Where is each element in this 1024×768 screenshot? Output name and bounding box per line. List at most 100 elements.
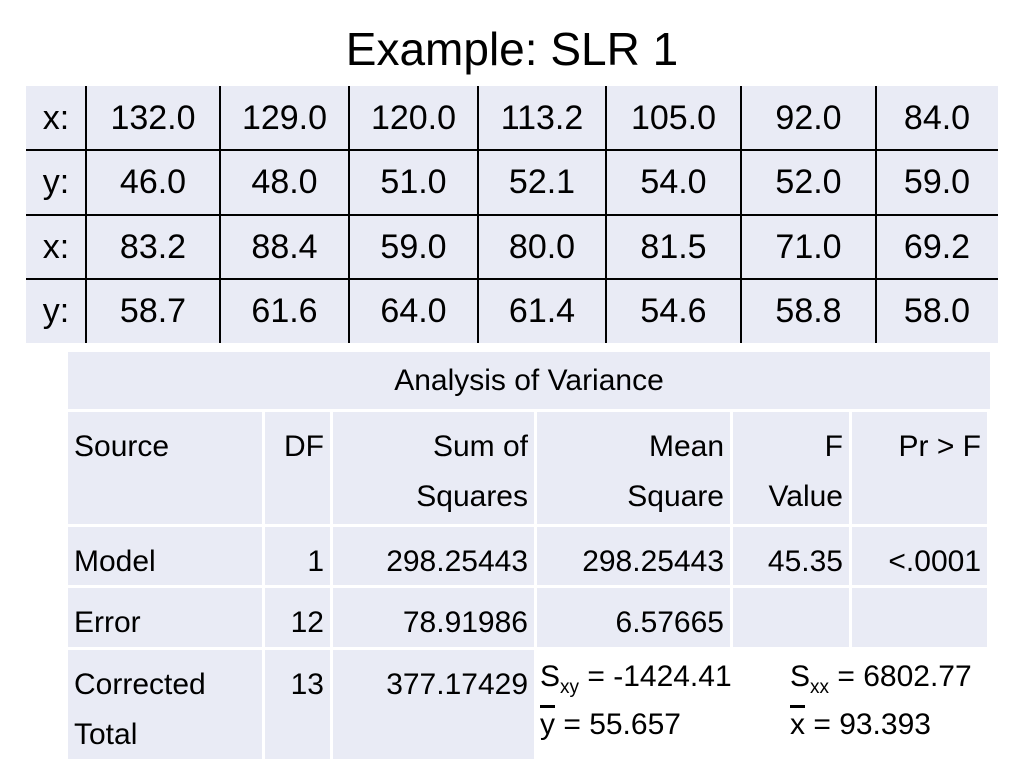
anova-title: Analysis of Variance (68, 352, 990, 409)
data-cell: 81.5 (606, 215, 741, 279)
data-cell: 58.0 (876, 279, 998, 343)
cell-text: 1 (307, 545, 324, 578)
cell-text: 377.17429 (386, 668, 528, 701)
col-border (219, 86, 221, 343)
data-cell: 84.0 (876, 86, 998, 150)
stat-value: = 55.657 (555, 708, 681, 741)
stat-value: = 6802.77 (829, 660, 972, 693)
cell-text: F (824, 430, 843, 463)
anova-cell: 298.25443 (537, 527, 730, 585)
anova-cell: 1 (265, 527, 330, 585)
data-cell: 46.0 (86, 150, 220, 215)
anova-cell: 12 (265, 588, 330, 647)
cell-text: 78.91986 (402, 606, 528, 639)
anova-cell: 6.57665 (537, 588, 730, 647)
stat-symbol: S (790, 660, 811, 693)
cell-text: Pr > F (898, 430, 981, 463)
row-border (26, 278, 998, 280)
anova-cell: 298.25443 (333, 527, 534, 585)
cell-text: Model (74, 545, 156, 578)
stat: x = 93.393 (790, 708, 931, 742)
anova-cell: 45.35 (733, 527, 849, 585)
slide-title: Example: SLR 1 (345, 23, 679, 75)
stat-value: = -1424.41 (579, 660, 732, 693)
cell-text: Mean (648, 430, 724, 463)
data-cell: 59.0 (349, 215, 478, 279)
empty-cell (733, 588, 849, 647)
col-border (740, 86, 742, 343)
row-label: x: (26, 86, 86, 150)
cell-text: DF (284, 430, 324, 463)
data-cell: 92.0 (741, 86, 876, 150)
anova-cell: 377.17429 (333, 650, 534, 759)
data-cell: 83.2 (86, 215, 220, 279)
data-cell: 58.7 (86, 279, 220, 343)
data-cell: 52.1 (478, 150, 606, 215)
column-header: Source (68, 412, 262, 524)
data-cell: 54.0 (606, 150, 741, 215)
data-cell: 61.6 (220, 279, 349, 343)
anova-cell: Model (68, 527, 262, 585)
data-cell: 129.0 (220, 86, 349, 150)
cell-text: Value (768, 480, 843, 513)
cell-text: Source (74, 430, 170, 463)
data-cell: 54.6 (606, 279, 741, 343)
data-cell: 132.0 (86, 86, 220, 150)
row-border (26, 214, 998, 216)
stat: Sxy = -1424.41 (540, 660, 732, 699)
row-label: y: (26, 279, 86, 343)
column-header: Pr > F (852, 412, 987, 524)
stat-symbol: S (540, 660, 561, 693)
row-label: y: (26, 150, 86, 215)
data-cell: 64.0 (349, 279, 478, 343)
cell-text: 298.25443 (386, 545, 528, 578)
cell-text: 45.35 (767, 545, 843, 578)
col-border (348, 86, 350, 343)
data-cell: 58.8 (741, 279, 876, 343)
data-cell: 59.0 (876, 150, 998, 215)
col-border (605, 86, 607, 343)
stat-subscript: xx (810, 677, 830, 698)
cell-text: 6.57665 (615, 606, 724, 639)
column-header: Mean Square (537, 412, 730, 524)
anova-cell: <.0001 (852, 527, 987, 585)
empty-cell (852, 588, 987, 647)
data-cell: 80.0 (478, 215, 606, 279)
anova-cell: 78.91986 (333, 588, 534, 647)
data-cell: 71.0 (741, 215, 876, 279)
data-cell: 120.0 (349, 86, 478, 150)
cell-text: Sum of (432, 430, 528, 463)
col-border (85, 86, 87, 343)
cell-text: 298.25443 (582, 545, 724, 578)
cell-text: 13 (290, 668, 324, 701)
stat-symbol: x (790, 708, 805, 741)
anova-cell: Error (68, 588, 262, 647)
stat: Sxx = 6802.77 (790, 660, 972, 699)
column-header: F Value (733, 412, 849, 524)
data-cell: 52.0 (741, 150, 876, 215)
row-border (26, 149, 998, 151)
data-cell: 51.0 (349, 150, 478, 215)
cell-text: Error (74, 606, 141, 639)
data-cell: 113.2 (478, 86, 606, 150)
stat-subscript: xy (560, 677, 580, 698)
stat: y = 55.657 (540, 708, 681, 742)
cell-text: 12 (290, 606, 324, 639)
col-border (477, 86, 479, 343)
row-label: x: (26, 215, 86, 279)
cell-text: <.0001 (888, 545, 981, 578)
col-border (875, 86, 877, 343)
column-header: Sum of Squares (333, 412, 534, 524)
cell-text: Squares (416, 480, 528, 513)
anova-cell: Corrected Total (68, 650, 262, 759)
data-cell: 88.4 (220, 215, 349, 279)
data-cell: 48.0 (220, 150, 349, 215)
anova-cell: 13 (265, 650, 330, 759)
data-cell: 105.0 (606, 86, 741, 150)
cell-text: Total (74, 718, 138, 751)
column-header: DF (265, 412, 330, 524)
stat-value: = 93.393 (805, 708, 931, 741)
cell-text: Corrected (74, 668, 206, 701)
data-cell: 69.2 (876, 215, 998, 279)
